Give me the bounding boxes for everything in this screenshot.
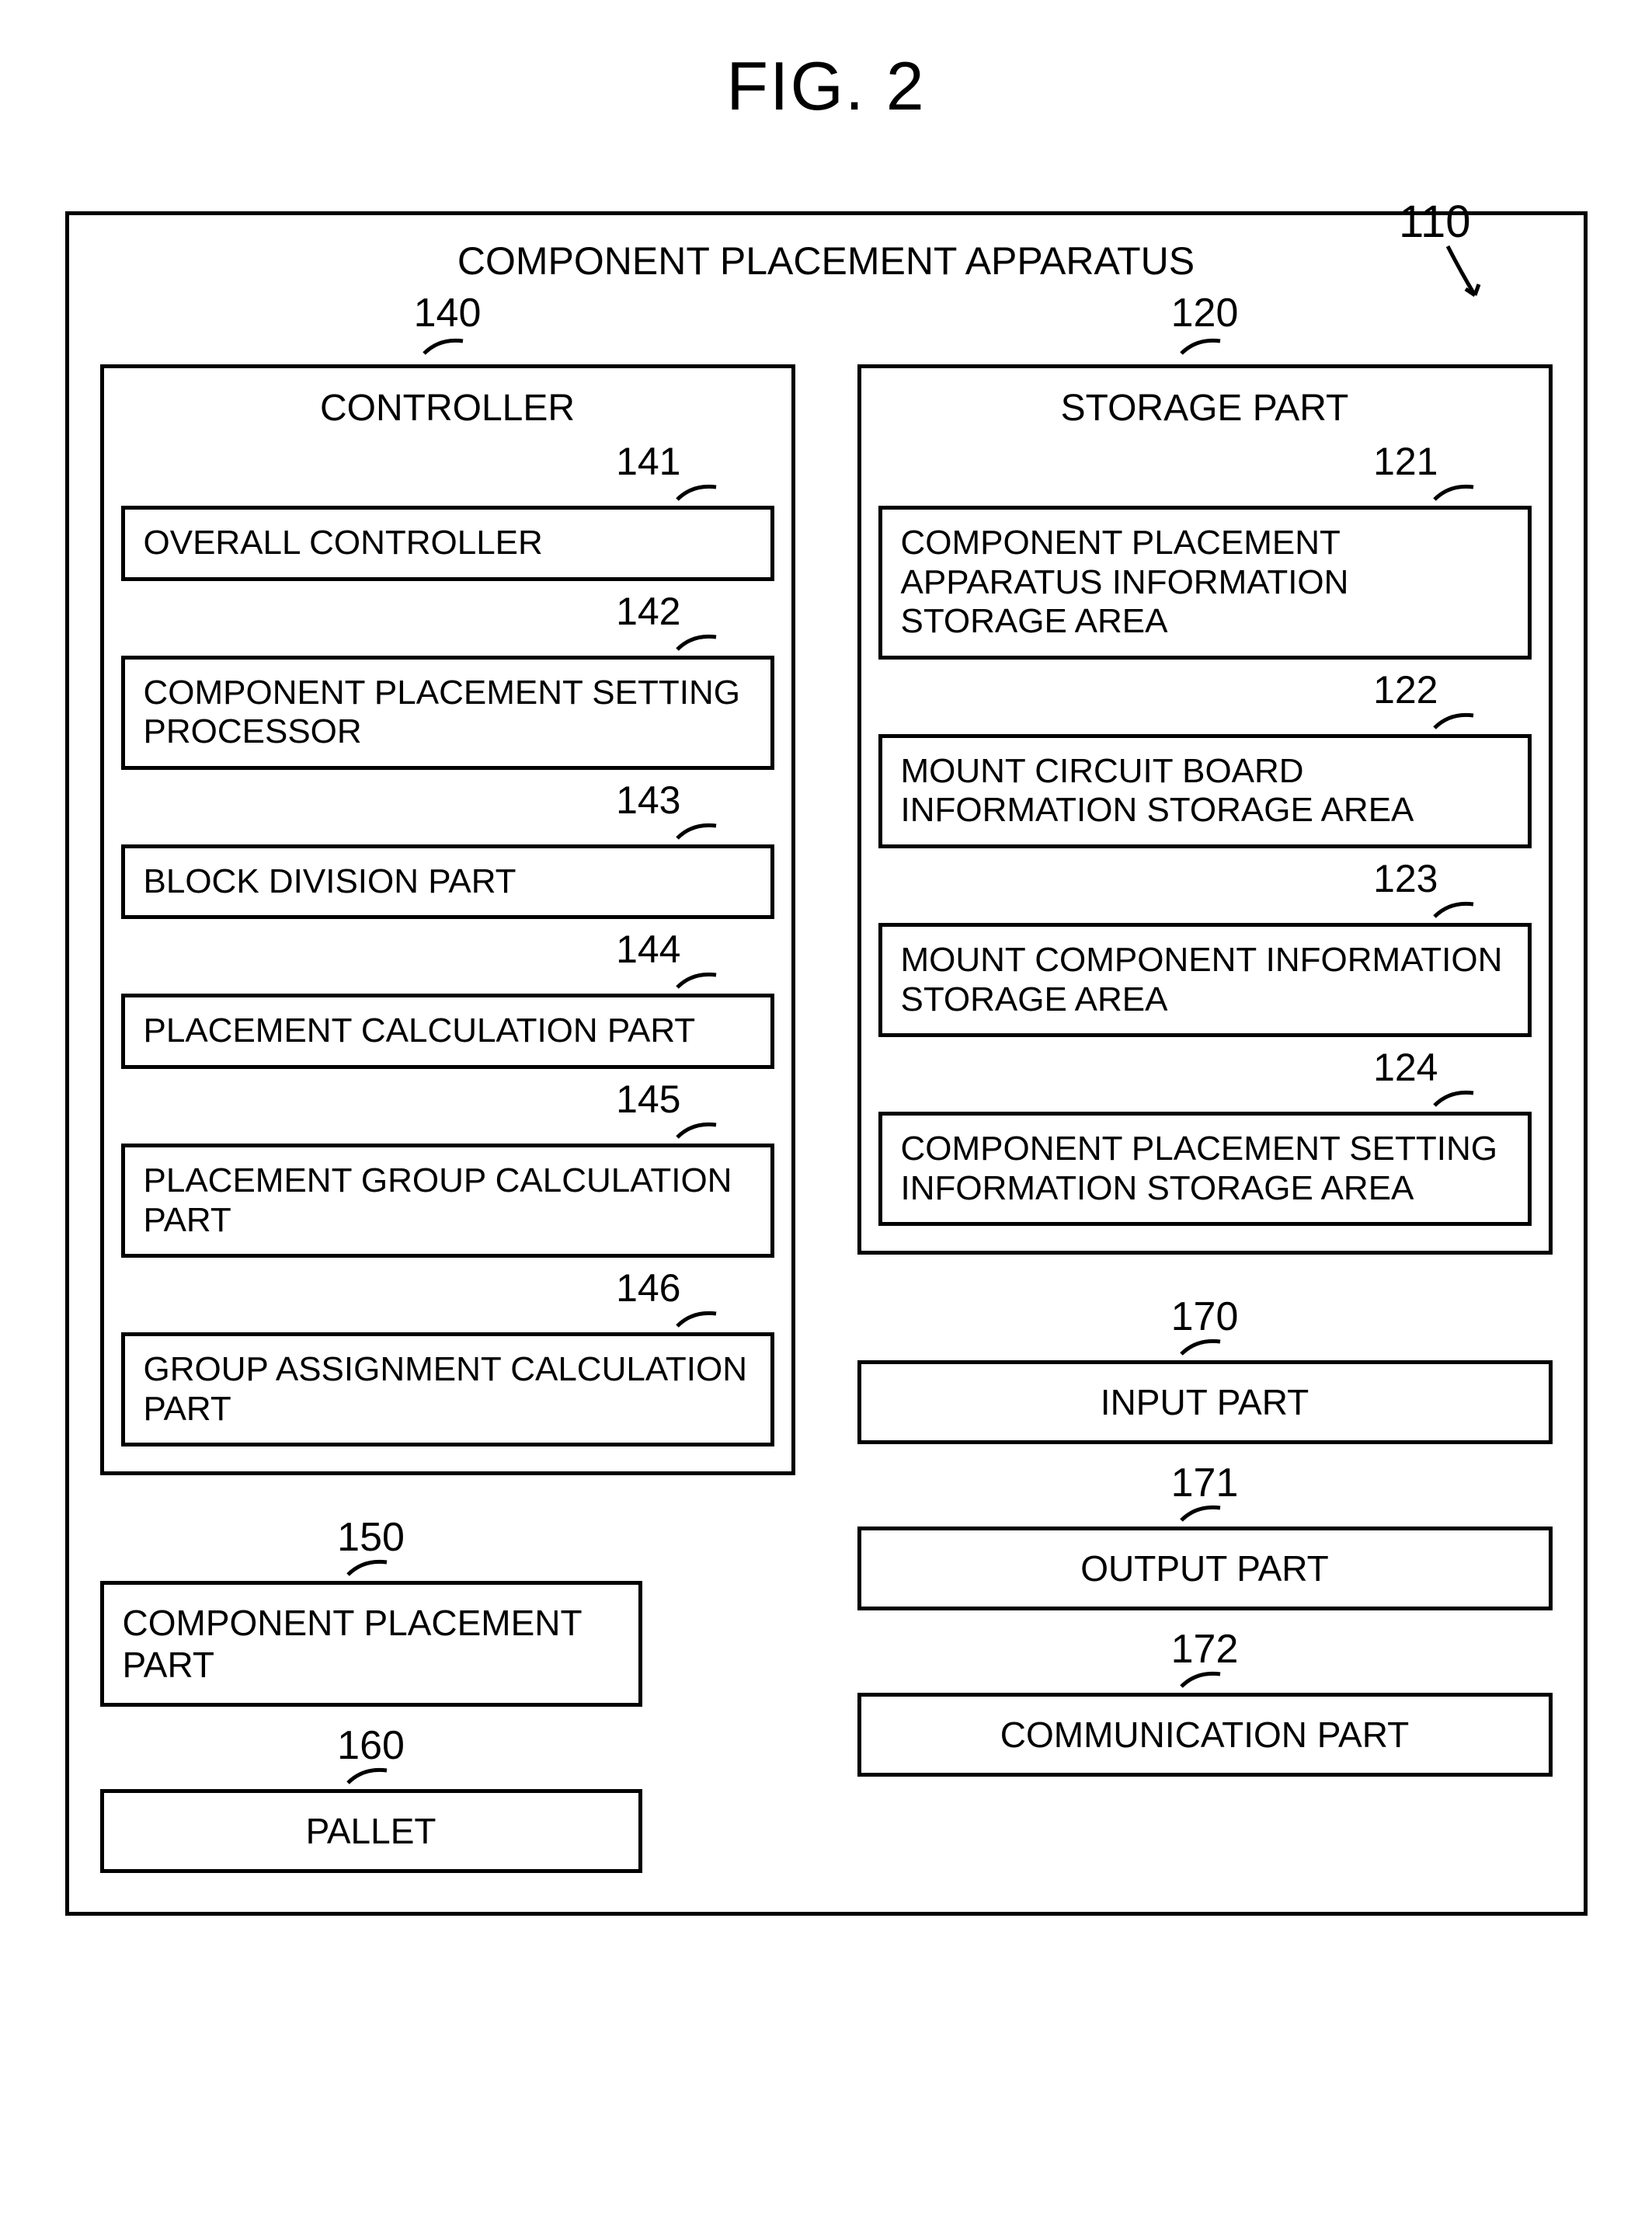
controller-item: 141 OVERALL CONTROLLER — [121, 439, 774, 581]
item-box: INPUT PART — [857, 1360, 1553, 1444]
controller-item: 146 GROUP ASSIGNMENT CALCULATION PART — [121, 1265, 774, 1446]
item-box: BLOCK DIVISION PART — [121, 844, 774, 920]
controller-group: 140 CONTROLLER 141 OVERALL CONTROLLER 1 — [100, 290, 795, 1475]
storage-item: 124 COMPONENT PLACEMENT SETTING INFORMAT… — [878, 1045, 1532, 1226]
figure-title: FIG. 2 — [62, 47, 1590, 126]
item-box: COMMUNICATION PART — [857, 1693, 1553, 1777]
item-box: COMPONENT PLACEMENT SETTING PROCESSOR — [121, 656, 774, 770]
controller-item: 142 COMPONENT PLACEMENT SETTING PROCESSO… — [121, 589, 774, 770]
apparatus-box: COMPONENT PLACEMENT APPARATUS 140 CONTRO… — [65, 211, 1588, 1916]
right-column: 120 STORAGE PART 121 COMPONENT PLACEMENT… — [857, 290, 1553, 1777]
storage-box: STORAGE PART 121 COMPONENT PLACEMENT APP… — [857, 364, 1553, 1255]
item-box: COMPONENT PLACEMENT APPARATUS INFORMATIO… — [878, 506, 1532, 660]
output-part: 171 OUTPUT PART — [857, 1460, 1553, 1610]
storage-title: STORAGE PART — [878, 387, 1532, 430]
item-box: OUTPUT PART — [857, 1527, 1553, 1610]
communication-part: 172 COMMUNICATION PART — [857, 1626, 1553, 1777]
storage-item: 121 COMPONENT PLACEMENT APPARATUS INFORM… — [878, 439, 1532, 660]
input-part: 170 INPUT PART — [857, 1293, 1553, 1444]
apparatus-title: COMPONENT PLACEMENT APPARATUS — [100, 238, 1553, 284]
storage-item: 122 MOUNT CIRCUIT BOARD INFORMATION STOR… — [878, 667, 1532, 848]
item-box: COMPONENT PLACEMENT PART — [100, 1581, 642, 1707]
storage-item: 123 MOUNT COMPONENT INFORMATION STORAGE … — [878, 856, 1532, 1037]
item-box: PALLET — [100, 1789, 642, 1873]
placement-part: 150 COMPONENT PLACEMENT PART — [100, 1514, 642, 1707]
storage-ref: 120 — [857, 290, 1553, 336]
controller-title: CONTROLLER — [121, 387, 774, 430]
controller-item: 144 PLACEMENT CALCULATION PART — [121, 927, 774, 1069]
item-box: MOUNT COMPONENT INFORMATION STORAGE AREA — [878, 923, 1532, 1037]
controller-box: CONTROLLER 141 OVERALL CONTROLLER 142 CO — [100, 364, 795, 1475]
controller-ref: 140 — [100, 290, 795, 336]
item-box: GROUP ASSIGNMENT CALCULATION PART — [121, 1332, 774, 1446]
pallet: 160 PALLET — [100, 1722, 642, 1873]
controller-item: 143 BLOCK DIVISION PART — [121, 778, 774, 920]
item-box: OVERALL CONTROLLER — [121, 506, 774, 581]
controller-item: 145 PLACEMENT GROUP CALCULATION PART — [121, 1077, 774, 1258]
item-box: PLACEMENT GROUP CALCULATION PART — [121, 1144, 774, 1258]
item-box: MOUNT CIRCUIT BOARD INFORMATION STORAGE … — [878, 734, 1532, 848]
storage-group: 120 STORAGE PART 121 COMPONENT PLACEMENT… — [857, 290, 1553, 1255]
item-box: PLACEMENT CALCULATION PART — [121, 994, 774, 1069]
item-box: COMPONENT PLACEMENT SETTING INFORMATION … — [878, 1112, 1532, 1226]
left-column: 140 CONTROLLER 141 OVERALL CONTROLLER 1 — [100, 290, 795, 1873]
